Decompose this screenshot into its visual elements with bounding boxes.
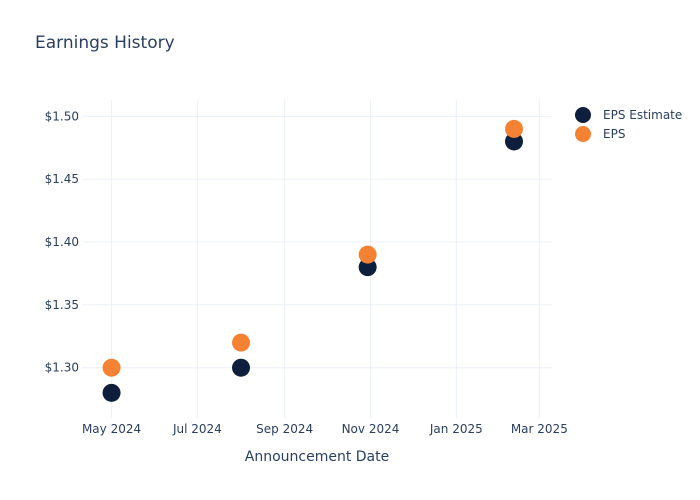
y-axis-ticks: $1.30 $1.35 $1.40 $1.45 $1.50 — [45, 109, 79, 374]
y-tick-label: $1.35 — [45, 298, 79, 312]
eps-point[interactable] — [505, 119, 524, 138]
x-tick-label: Jan 2025 — [429, 422, 483, 436]
y-tick-label: $1.30 — [45, 361, 79, 375]
y-tick-label: $1.45 — [45, 172, 79, 186]
eps-estimate-point[interactable] — [505, 132, 524, 151]
x-tick-label: Nov 2024 — [342, 422, 400, 436]
y-tick-label: $1.40 — [45, 235, 79, 249]
eps-point[interactable] — [358, 245, 377, 264]
eps-estimate-point[interactable] — [232, 358, 251, 377]
eps-estimate-point[interactable] — [358, 258, 377, 277]
eps-point[interactable] — [102, 358, 121, 377]
legend-marker[interactable] — [575, 107, 591, 123]
x-axis-ticks: May 2024 Jul 2024 Sep 2024 Nov 2024 Jan 2025… — [82, 422, 568, 436]
eps-estimate-point[interactable] — [102, 383, 121, 402]
legend-marker[interactable] — [575, 126, 591, 142]
legend-label[interactable]: EPS Estimate — [603, 108, 682, 122]
legend[interactable]: EPS Estimate EPS — [575, 107, 682, 142]
x-tick-label: Jul 2024 — [172, 422, 222, 436]
x-tick-label: Sep 2024 — [256, 422, 313, 436]
x-tick-label: Mar 2025 — [511, 422, 568, 436]
y-tick-label: $1.50 — [45, 109, 79, 123]
x-axis-title: Announcement Date — [245, 449, 389, 465]
data-points — [102, 119, 524, 402]
eps-point[interactable] — [232, 333, 251, 352]
x-tick-label: May 2024 — [82, 422, 141, 436]
legend-label[interactable]: EPS — [603, 127, 625, 141]
chart-title: Earnings History — [35, 33, 175, 53]
grid-layer — [82, 100, 552, 418]
